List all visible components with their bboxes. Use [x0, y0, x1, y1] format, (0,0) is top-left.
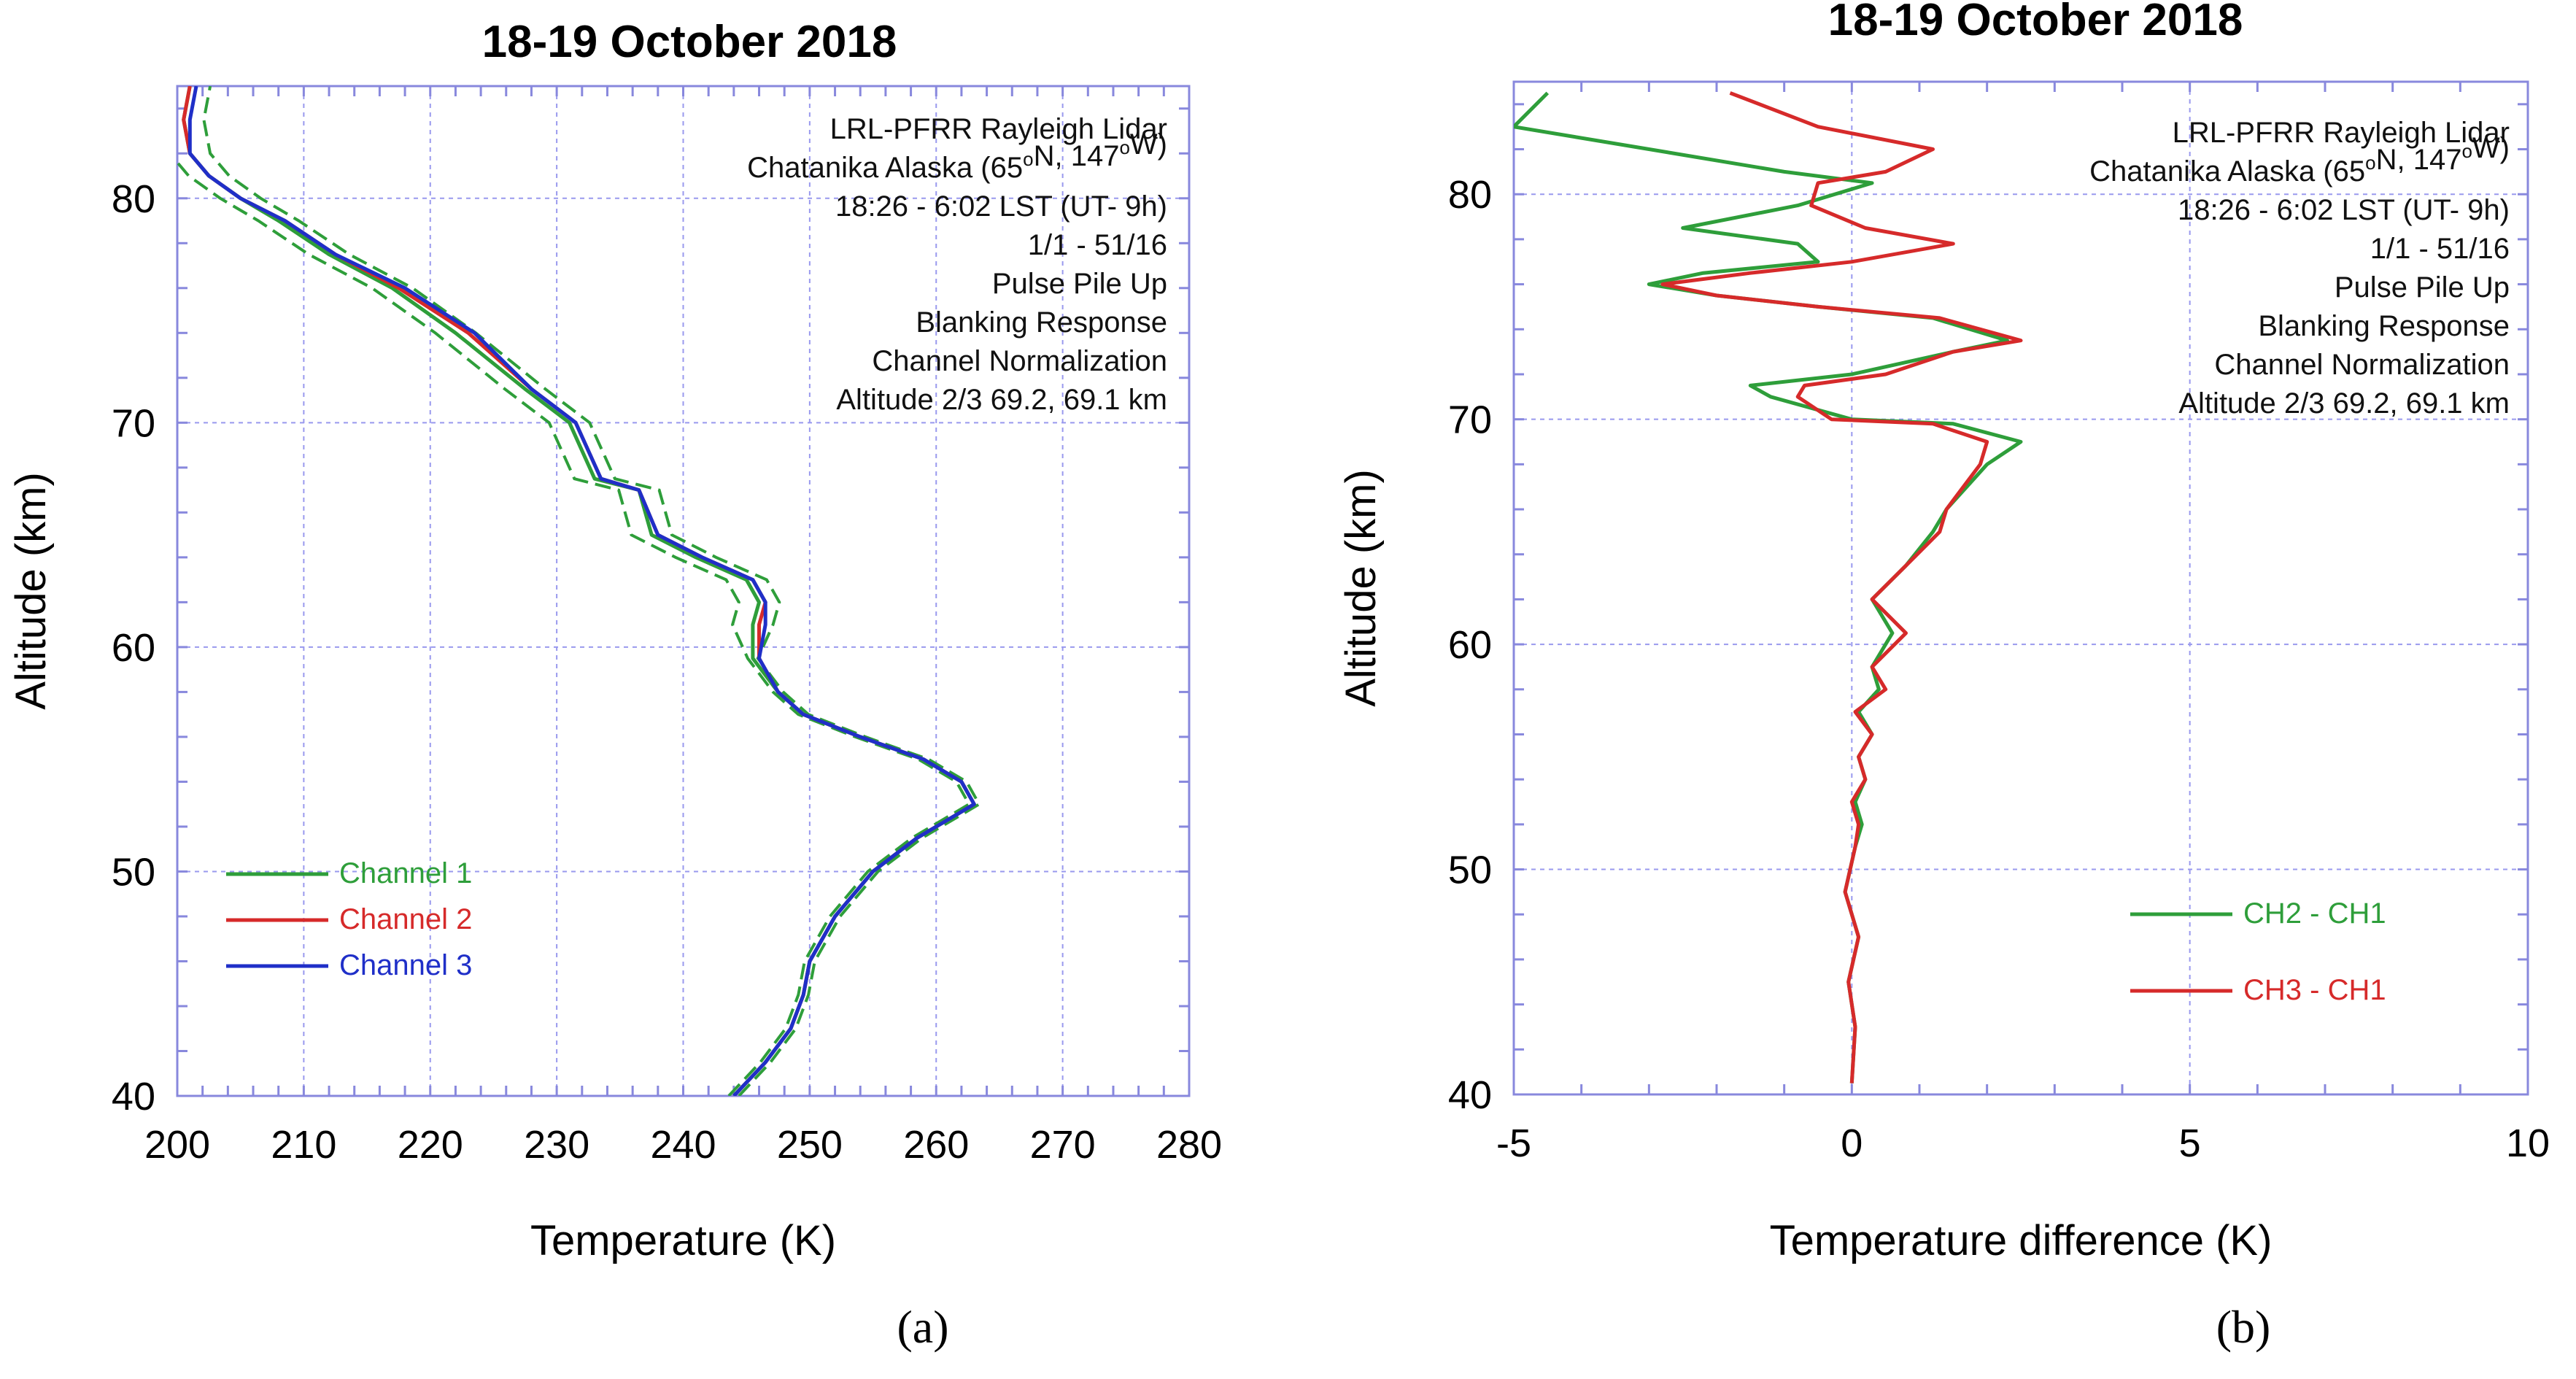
legend-label: Channel 3 [339, 949, 472, 981]
x-tick-label: 200 [144, 1123, 210, 1167]
x-tick-label: 220 [398, 1123, 463, 1167]
x-axis-label: Temperature (K) [530, 1217, 836, 1264]
x-tick-label: -5 [1496, 1121, 1531, 1165]
annotation-text: Chatanika Alaska (65oN, 147oW) [747, 128, 1167, 184]
legend-label: Channel 1 [339, 857, 472, 889]
annotation-text: Altitude 2/3 69.2, 69.1 km [836, 384, 1167, 416]
x-tick-label: 10 [2506, 1121, 2550, 1165]
y-tick-label: 80 [1448, 173, 1492, 217]
series-uncertainty-line [202, 86, 981, 1096]
series-line-channel-1 [182, 86, 976, 1096]
series-line-channel-3 [187, 86, 976, 1096]
annotation-text: 18:26 - 6:02 LST (UT- 9h) [835, 190, 1167, 223]
series-group [177, 86, 981, 1096]
annotation-text: 1/1 - 51/16 [2370, 233, 2510, 265]
x-tick-label: 230 [524, 1123, 589, 1167]
x-tick-label: 240 [650, 1123, 716, 1167]
series-group [1514, 91, 2023, 1084]
series-uncertainty-line [177, 160, 972, 1096]
x-tick-label: 280 [1156, 1123, 1222, 1167]
annotation-text: Channel Normalization [872, 345, 1167, 377]
series-line-ch2-ch1 [1514, 91, 2023, 1084]
series-line-ch3-ch1 [1660, 91, 2023, 1084]
y-tick-label: 40 [1448, 1073, 1492, 1117]
chart-panel-b: -5 0 5 10 40 50 60 70 80 Temperature difference (… [1337, 0, 2550, 1353]
annotation-text: Blanking Response [916, 306, 1167, 339]
y-tick-label: 50 [112, 850, 155, 894]
y-tick-label: 70 [112, 401, 155, 445]
x-tick-label: 5 [2179, 1121, 2201, 1165]
annotation-text: Blanking Response [2258, 310, 2510, 342]
annotation-text: 18:26 - 6:02 LST (UT- 9h) [2178, 194, 2510, 226]
y-tick-label: 60 [112, 626, 155, 670]
x-tick-label: 250 [777, 1123, 843, 1167]
plot-frame [1512, 80, 2529, 1096]
annotation-text: Chatanika Alaska (65oN, 147oW) [2089, 132, 2510, 188]
legend-label: Channel 2 [339, 903, 472, 935]
panel-label: (b) [2216, 1301, 2271, 1353]
legend-label: CH3 - CH1 [2243, 974, 2386, 1006]
annotation-text: LRL-PFRR Rayleigh Lidar [830, 113, 1167, 145]
annotation-text: Altitude 2/3 69.2, 69.1 km [2178, 387, 2510, 420]
annotation-text: Channel Normalization [2214, 349, 2510, 381]
annotation-text: Pulse Pile Up [2335, 271, 2510, 304]
chart-panel-a: 200 210 220 230 240 250 260 270 280 40 50 60 70 80 Tem… [7, 17, 1222, 1353]
chart-title: 18-19 October 2018 [1828, 0, 2243, 45]
y-tick-label: 80 [112, 177, 155, 221]
x-tick-label: 210 [271, 1123, 336, 1167]
panel-label: (a) [897, 1301, 948, 1353]
y-axis-label: Altitude (km) [7, 472, 55, 710]
x-tick-label: 260 [903, 1123, 969, 1167]
chart-title: 18-19 October 2018 [482, 17, 897, 67]
annotation-text: 1/1 - 51/16 [1028, 229, 1167, 261]
y-tick-label: 40 [112, 1075, 155, 1119]
y-tick-label: 60 [1448, 623, 1492, 667]
legend-label: CH2 - CH1 [2243, 897, 2386, 930]
annotation-text: LRL-PFRR Rayleigh Lidar [2173, 117, 2510, 149]
x-axis-label: Temperature difference (K) [1770, 1217, 2273, 1264]
y-tick-label: 50 [1448, 849, 1492, 892]
x-tick-label: 0 [1841, 1121, 1863, 1165]
x-tick-label: 270 [1030, 1123, 1096, 1167]
y-axis-label: Altitude (km) [1337, 469, 1385, 707]
annotation-text: Pulse Pile Up [992, 268, 1167, 300]
y-tick-label: 70 [1448, 398, 1492, 442]
